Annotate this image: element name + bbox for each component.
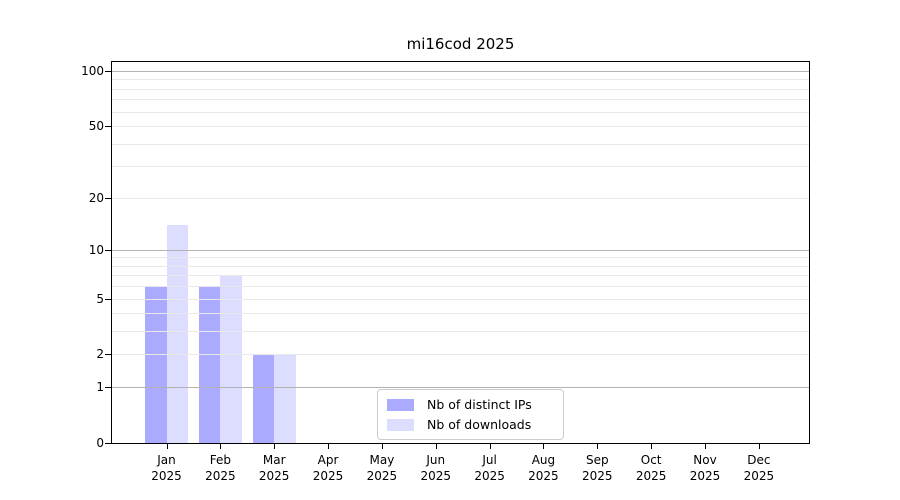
legend-entry-distinct-ips: Nb of distinct IPs [387, 397, 554, 413]
y-gridline-minor [112, 197, 809, 199]
y-gridline-minor [112, 99, 809, 101]
x-tick [381, 443, 383, 449]
x-tick-label-line: 2025 [205, 469, 236, 483]
x-tick-label-line: Sep [585, 453, 609, 467]
x-tick-label-line: 2025 [689, 469, 721, 483]
y-tick-label: 50 [88, 119, 104, 134]
x-tick-label: Mar 2025 [242, 452, 306, 484]
y-gridline-minor [112, 275, 809, 277]
x-tick [435, 443, 437, 449]
x-tick-label-line: Apr [317, 453, 339, 467]
x-tick-label: Apr 2025 [296, 452, 360, 484]
x-tick-label-line: Nov [693, 453, 717, 467]
bar-nb-of-downloads-jan-2025 [166, 224, 188, 443]
y-tick [105, 443, 111, 444]
y-tick-label: 100 [81, 64, 104, 79]
y-gridline-minor [112, 166, 809, 168]
y-gridline-major [112, 387, 809, 389]
y-tick [105, 298, 111, 300]
y-gridline-minor [112, 313, 809, 315]
y-tick-label: 20 [88, 190, 104, 205]
x-tick-label-line: Jun [426, 453, 446, 467]
y-gridline-minor [112, 257, 809, 259]
y-gridline-major [112, 71, 809, 73]
x-tick-label: Oct 2025 [619, 452, 683, 484]
x-tick-label-line: 2025 [312, 469, 344, 483]
x-tick-label-line: Oct [640, 453, 662, 467]
y-tick [105, 197, 111, 199]
x-tick-label: Jul 2025 [458, 452, 522, 484]
y-tick-label: 1 [96, 380, 104, 395]
y-tick [105, 249, 111, 251]
x-tick-label: May 2025 [350, 452, 414, 484]
bar-nb-of-distinct-ips-jan-2025 [145, 286, 167, 443]
y-tick [105, 387, 111, 389]
bar-nb-of-downloads-feb-2025 [220, 275, 242, 443]
x-tick-label-line: Aug [531, 453, 556, 467]
x-tick-label: Dec 2025 [727, 452, 791, 484]
y-tick [105, 126, 111, 128]
x-tick-label-line: 2025 [420, 469, 452, 483]
legend-swatch-distinct-ips [387, 399, 414, 411]
chart-title: mi16cod 2025 [406, 35, 515, 53]
x-tick-label-line: Feb [209, 453, 231, 467]
y-gridline-minor [112, 298, 809, 300]
x-tick-label-line: May [369, 453, 395, 467]
x-tick-label-line: 2025 [474, 469, 505, 483]
y-gridline-minor [112, 265, 809, 267]
x-tick [543, 443, 545, 449]
x-tick-label: Sep 2025 [565, 452, 629, 484]
x-tick-label-line: Jan [157, 453, 176, 467]
x-tick-label-line: 2025 [151, 469, 182, 483]
y-tick-label: 2 [96, 347, 104, 362]
x-tick [651, 443, 653, 449]
x-tick [166, 443, 168, 449]
x-tick [328, 443, 330, 449]
y-gridline-minor [112, 354, 809, 356]
y-gridline-minor [112, 79, 809, 81]
x-tick [597, 443, 599, 449]
y-tick-label: 10 [88, 242, 104, 257]
x-tick [274, 443, 276, 449]
y-gridline-major [112, 249, 809, 251]
y-gridline-minor [112, 88, 809, 90]
x-tick-label-line: Mar [262, 453, 286, 467]
x-tick-label-line: Dec [747, 453, 771, 467]
legend-swatch-downloads [387, 419, 414, 431]
legend-label-downloads: Nb of downloads [427, 417, 532, 432]
legend-label-distinct-ips: Nb of distinct IPs [427, 397, 532, 412]
x-tick-label: Jan 2025 [135, 452, 199, 484]
x-tick-label: Aug 2025 [511, 452, 575, 484]
y-gridline-minor [112, 111, 809, 113]
y-tick-label: 0 [96, 436, 104, 450]
x-tick [489, 443, 491, 449]
x-tick [705, 443, 706, 449]
x-tick-label: Jun 2025 [404, 452, 468, 484]
x-tick-label-line: 2025 [366, 469, 398, 483]
x-tick-label-line: 2025 [635, 469, 667, 483]
x-tick-label-line: 2025 [528, 469, 559, 483]
x-tick-label: Nov 2025 [673, 452, 737, 484]
y-gridline-minor [112, 286, 809, 288]
bar-nb-of-distinct-ips-mar-2025 [252, 354, 275, 443]
legend: Nb of distinct IPs Nb of downloads [377, 389, 564, 440]
x-tick-label-line: 2025 [258, 469, 290, 483]
x-tick [220, 443, 222, 449]
y-tick [105, 354, 111, 356]
y-gridline-minor [112, 143, 809, 145]
y-gridline-minor [112, 126, 809, 128]
x-tick [758, 443, 760, 449]
y-gridline-minor [112, 331, 809, 333]
x-tick-label-line: 2025 [743, 469, 775, 483]
x-tick-label: Feb 2025 [188, 452, 252, 484]
y-tick-label: 5 [96, 291, 104, 306]
legend-entry-downloads: Nb of downloads [387, 417, 554, 433]
bar-nb-of-distinct-ips-feb-2025 [198, 286, 221, 443]
bar-nb-of-downloads-mar-2025 [274, 354, 296, 443]
plot-area: 0 1 2 5 10 20 50 100 Jan 2025 Feb 2025 Mar 2025 Apr 202… [81, 61, 810, 483]
x-tick-label-line: 2025 [582, 469, 613, 483]
y-tick [105, 71, 111, 73]
x-tick-label-line: Jul [482, 453, 497, 467]
